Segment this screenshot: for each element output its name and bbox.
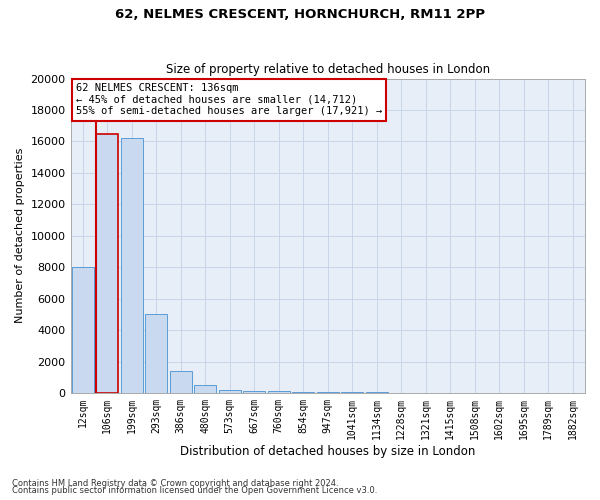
Bar [145, 314, 167, 393]
X-axis label: Distribution of detached houses by size in London: Distribution of detached houses by size … [180, 444, 475, 458]
Bar [194, 385, 217, 393]
Text: 62, NELMES CRESCENT, HORNCHURCH, RM11 2PP: 62, NELMES CRESCENT, HORNCHURCH, RM11 2P… [115, 8, 485, 20]
Text: 62 NELMES CRESCENT: 136sqm
← 45% of detached houses are smaller (14,712)
55% of : 62 NELMES CRESCENT: 136sqm ← 45% of deta… [76, 84, 382, 116]
Title: Size of property relative to detached houses in London: Size of property relative to detached ho… [166, 63, 490, 76]
Bar [268, 392, 290, 393]
Bar [72, 267, 94, 393]
Bar [341, 392, 363, 393]
Bar [243, 391, 265, 393]
Bar [170, 371, 192, 393]
Y-axis label: Number of detached properties: Number of detached properties [15, 148, 25, 324]
Bar [292, 392, 314, 393]
Bar [317, 392, 339, 393]
Bar [121, 138, 143, 393]
Bar [219, 390, 241, 393]
Text: Contains public sector information licensed under the Open Government Licence v3: Contains public sector information licen… [12, 486, 377, 495]
Bar [96, 134, 118, 393]
Text: Contains HM Land Registry data © Crown copyright and database right 2024.: Contains HM Land Registry data © Crown c… [12, 478, 338, 488]
